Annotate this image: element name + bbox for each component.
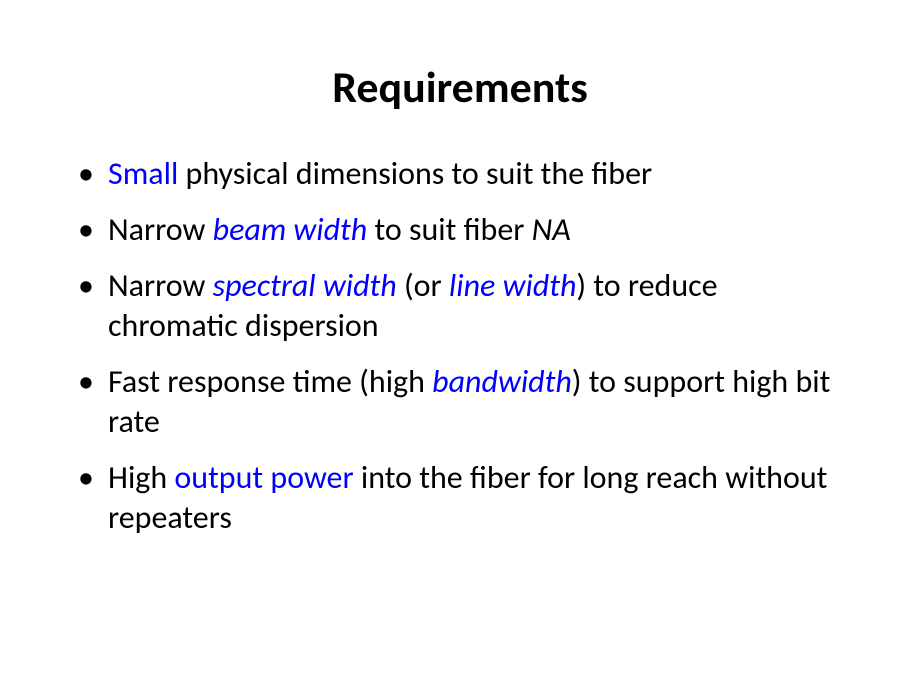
bullet-list: Small physical dimensions to suit the fi… [70, 154, 850, 538]
bullet-item: Narrow spectral width (or line width) to… [70, 266, 850, 346]
text-run: Small [108, 154, 178, 193]
bullet-item: High output power into the fiber for lon… [70, 458, 850, 538]
bullet-item: Narrow beam width to suit fiber NA [70, 210, 850, 250]
text-run: output power [174, 458, 353, 497]
text-run: High [108, 458, 174, 497]
slide: Requirements Small physical dimensions t… [0, 0, 920, 690]
text-run: (or [397, 266, 449, 305]
text-run: beam width [213, 210, 368, 249]
text-run: spectral width [213, 266, 397, 305]
bullet-item: Fast response time (high bandwidth) to s… [70, 362, 850, 442]
text-run: Narrow [108, 266, 213, 305]
text-run: Fast response time (high [108, 362, 432, 401]
text-run: Narrow [108, 210, 213, 249]
bullet-item: Small physical dimensions to suit the fi… [70, 154, 850, 194]
text-run: line width [449, 266, 577, 305]
text-run: to suit fiber [367, 210, 531, 249]
text-run: NA [532, 210, 571, 249]
text-run: bandwidth [432, 362, 572, 401]
text-run: physical dimensions to suit the fiber [178, 154, 652, 193]
slide-title: Requirements [70, 60, 850, 114]
